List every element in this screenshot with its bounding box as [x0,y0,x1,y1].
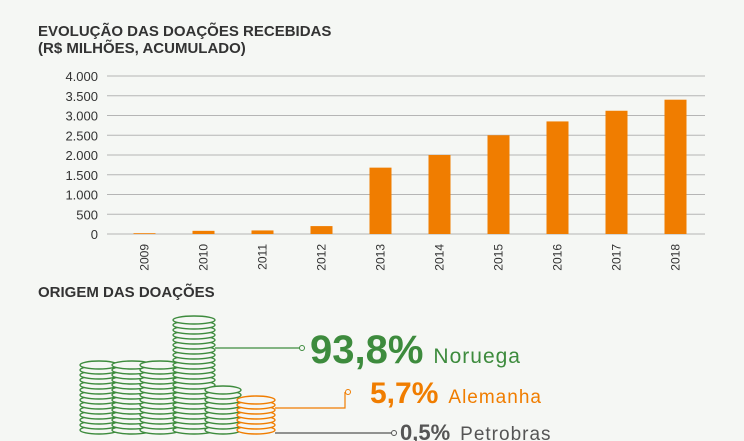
value-label: 5,7% [370,377,438,410]
bar [193,231,215,234]
y-tick-label: 1.500 [65,168,98,183]
y-tick-label: 3.500 [65,89,98,104]
x-tick-label: 2012 [315,244,329,271]
category-label: Noruega [433,345,521,368]
y-tick-label: 2.000 [65,148,98,163]
coin-stack [80,361,118,434]
bar [665,100,687,234]
category-label: Petrobras [460,424,551,441]
coin [237,396,275,404]
category-label: Alemanha [448,387,542,408]
value-label: 93,8% [310,328,423,372]
bar [134,233,156,234]
coin [173,316,215,324]
coin [205,386,241,394]
x-tick-label: 2018 [669,244,683,271]
chart-title: EVOLUÇÃO DAS DOAÇÕES RECEBIDAS [38,22,331,40]
connector-dot [300,346,305,351]
connector-dot [346,390,351,395]
bar [488,135,510,234]
x-tick-label: 2009 [138,244,152,271]
y-tick-label: 1.000 [65,188,98,203]
bar [252,230,274,234]
y-tick-label: 3.000 [65,109,98,124]
x-tick-label: 2016 [551,244,565,271]
value-label: 0,5% [400,420,450,441]
coin-stack [205,386,241,434]
bar [370,168,392,234]
bar [547,121,569,234]
x-tick-label: 2013 [374,244,388,271]
bar [311,226,333,234]
y-tick-label: 500 [76,207,98,222]
x-tick-label: 2011 [256,244,270,270]
bar [429,155,451,234]
bar [606,111,628,234]
y-tick-label: 0 [91,227,98,242]
coin-stack [237,396,275,434]
section-title: ORIGEM DAS DOAÇÕES [38,283,215,301]
chart-subtitle: (R$ MILHÕES, ACUMULADO) [38,39,246,57]
infographic: EVOLUÇÃO DAS DOAÇÕES RECEBIDAS (R$ MILHÕ… [0,0,744,441]
x-tick-label: 2015 [492,244,506,271]
connector-dot [392,431,397,436]
y-tick-label: 2.500 [65,128,98,143]
x-tick-label: 2010 [197,244,211,271]
x-tick-label: 2014 [433,244,447,271]
y-tick-label: 4.000 [65,69,98,84]
x-tick-label: 2017 [610,244,624,271]
